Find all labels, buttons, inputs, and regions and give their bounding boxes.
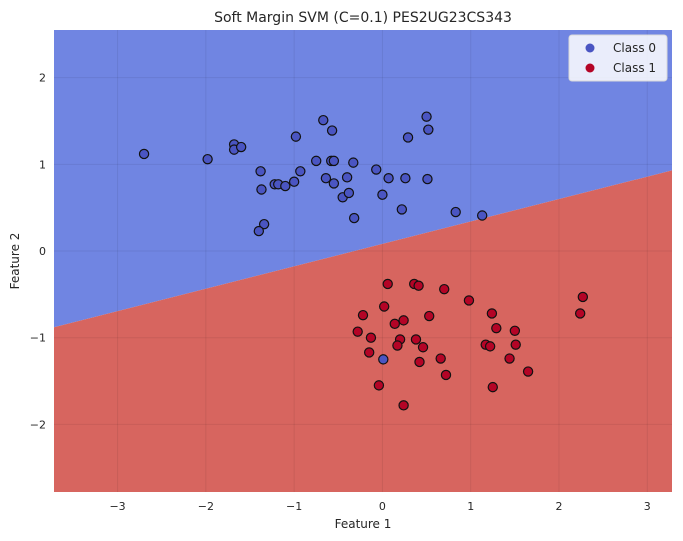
class-1-point — [382, 278, 393, 290]
class-0-point — [318, 114, 329, 126]
class-1-point — [357, 309, 369, 321]
class-0-point — [290, 131, 302, 142]
x-tick-label: −2 — [198, 500, 214, 513]
class-0-point — [311, 155, 322, 167]
y-tick-label: −2 — [30, 418, 46, 431]
class-0-point — [295, 166, 306, 177]
x-axis-ticks: −3 −2 −1 0 1 2 3 — [109, 500, 650, 513]
class-1-point — [577, 291, 589, 303]
class-0-point — [348, 157, 359, 168]
class-1-point — [504, 353, 515, 364]
class-1-point — [440, 369, 452, 381]
class-1-point — [413, 280, 424, 291]
class-0-point — [288, 176, 300, 187]
class-0-point — [377, 189, 388, 200]
class-1-region — [54, 170, 672, 492]
grid-lines — [54, 30, 672, 492]
class-0-point — [328, 178, 340, 189]
class-0-point — [348, 212, 360, 224]
class-1-point — [365, 332, 377, 343]
class-1-point — [484, 341, 496, 352]
class-0-point — [326, 125, 338, 136]
class-1-point — [410, 334, 422, 345]
class-1-point — [491, 322, 502, 334]
x-tick-label: 0 — [379, 500, 386, 513]
class-0-point — [320, 173, 332, 184]
class-0-point — [341, 172, 353, 183]
class-0-point — [423, 124, 434, 135]
class-0-point — [383, 173, 394, 184]
legend-marker-class-0 — [585, 43, 595, 53]
class-1-point — [439, 283, 450, 295]
class-0-point — [450, 206, 461, 218]
class-1-point — [389, 318, 400, 330]
y-tick-label: −1 — [30, 332, 46, 345]
class-0-point — [422, 173, 433, 185]
y-tick-label: 0 — [39, 245, 46, 258]
class-0-point — [235, 141, 247, 153]
class-1-point — [414, 356, 425, 368]
class-0-point — [280, 180, 291, 192]
class-1-point — [392, 340, 403, 351]
class-1-point — [510, 339, 521, 350]
y-tick-label: 2 — [39, 72, 46, 85]
class-0-point — [378, 354, 389, 365]
class-0-point — [400, 173, 411, 184]
x-axis-label: Feature 1 — [335, 517, 392, 531]
class-1-point — [487, 381, 498, 393]
x-tick-label: 3 — [644, 500, 651, 513]
class-0-point — [328, 155, 340, 167]
class-0-point — [202, 153, 213, 165]
chart-title: Soft Margin SVM (C=0.1) PES2UG23CS343 — [214, 10, 512, 26]
class-1-point — [378, 301, 390, 312]
y-axis-ticks: −2 −1 0 1 2 — [30, 72, 46, 432]
class-1-point — [398, 315, 409, 326]
data-points — [138, 111, 589, 411]
x-tick-label: −1 — [286, 500, 302, 513]
class-0-point — [258, 218, 270, 230]
class-1-point — [417, 342, 429, 353]
class-0-point — [256, 184, 267, 195]
class-1-point — [486, 308, 498, 319]
legend-marker-class-1 — [585, 63, 595, 73]
class-0-point — [371, 164, 382, 175]
class-1-point — [435, 353, 446, 364]
class-0-point — [253, 225, 265, 237]
class-1-point — [352, 326, 363, 337]
class-1-point — [424, 310, 435, 322]
class-0-point — [402, 132, 414, 143]
x-tick-label: 1 — [467, 500, 474, 513]
legend-label-class-0: Class 0 — [613, 41, 656, 55]
class-0-point — [343, 187, 355, 199]
class-1-point — [509, 325, 521, 336]
legend-label-class-1: Class 1 — [613, 61, 656, 75]
class-0-point — [396, 204, 408, 215]
class-1-point — [463, 295, 475, 306]
legend: Class 0 Class 1 — [568, 34, 668, 82]
class-0-point — [421, 111, 432, 122]
class-1-point — [398, 400, 409, 411]
class-1-point — [522, 366, 534, 377]
x-tick-label: 2 — [555, 500, 562, 513]
class-0-point — [138, 148, 150, 160]
y-axis-label: Feature 2 — [8, 233, 22, 290]
class-1-point — [363, 347, 375, 358]
class-0-region — [54, 30, 672, 328]
x-tick-label: −3 — [109, 500, 125, 513]
class-1-point — [373, 380, 385, 391]
y-tick-label: 1 — [39, 158, 46, 171]
class-1-point — [574, 308, 586, 319]
class-0-point — [255, 166, 266, 177]
class-0-point — [476, 210, 488, 221]
